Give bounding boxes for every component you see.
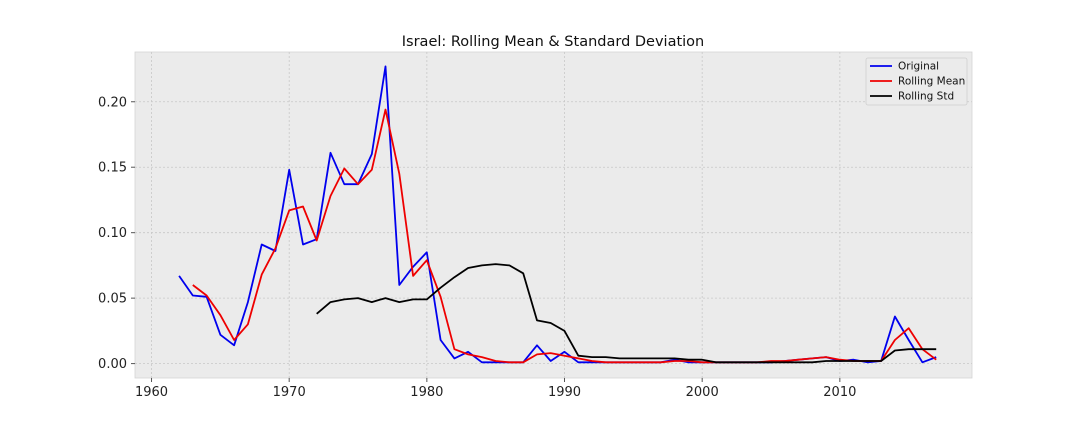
legend-label-rolling-std: Rolling Std	[898, 91, 954, 103]
x-tick-label: 1970	[273, 385, 306, 400]
y-tick-label: 0.05	[98, 292, 127, 307]
legend-label-original: Original	[898, 61, 939, 73]
y-tick-label: 0.20	[98, 95, 127, 110]
legend-box	[865, 57, 968, 106]
legend: Original Rolling Mean Rolling Std	[865, 57, 968, 106]
chart-title: Israel: Rolling Mean & Standard Deviatio…	[402, 34, 704, 50]
y-tick-label: 0.00	[98, 357, 127, 372]
plot-area	[134, 51, 973, 379]
y-tick-label: 0.15	[98, 161, 127, 176]
series-line-rolling-std	[316, 263, 937, 364]
legend-label-rolling-mean: Rolling Mean	[898, 76, 965, 88]
grid-lines	[135, 52, 972, 378]
x-tick-label: 2000	[686, 385, 719, 400]
data-series	[178, 65, 937, 364]
y-tick-label: 0.10	[98, 226, 127, 241]
y-axis: 0.00 0.05 0.10 0.15 0.20	[98, 95, 135, 372]
x-tick-label: 1990	[548, 385, 581, 400]
x-tick-label: 1980	[410, 385, 443, 400]
x-axis: 1960 1970 1980 1990 2000 2010	[135, 378, 856, 400]
x-tick-label: 2010	[823, 385, 856, 400]
x-tick-label: 1960	[135, 385, 168, 400]
series-line-rolling-mean	[192, 108, 937, 364]
